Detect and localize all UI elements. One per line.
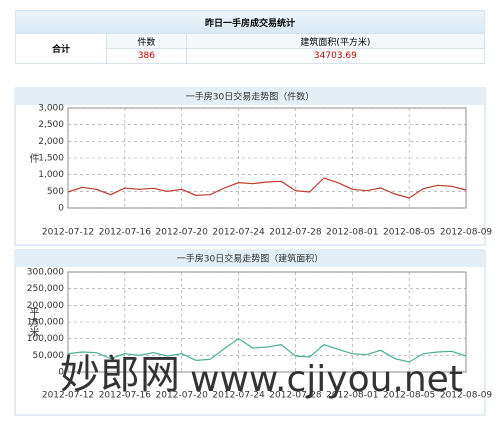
x-tick-label: 2012-07-28 <box>269 391 322 401</box>
series-line <box>67 177 467 199</box>
charts: 一手房30日交易走势图（件数） 件 0 500 1,000 1,500 2,000 2,500… <box>14 87 493 416</box>
x-tick-label: 2012-07-20 <box>156 391 209 401</box>
x-tick-label: 2012-08-01 <box>326 228 378 238</box>
watermark: www.cjiyou.net <box>190 359 463 400</box>
series-line <box>67 337 467 363</box>
y-tick-label: 100,000 <box>27 334 64 344</box>
y-tick-label: 200,000 <box>27 301 64 311</box>
chart-title: 一手房30日交易走势图（建筑面积） <box>177 253 323 265</box>
y-tick-label: 50,000 <box>33 351 65 361</box>
y-tick-label: 500 <box>47 187 64 197</box>
x-tick-label: 2012-07-16 <box>99 228 152 238</box>
y-tick-label: 2,000 <box>38 137 64 147</box>
y-tick-label: 3,000 <box>38 104 64 114</box>
x-tick-label: 2012-07-28 <box>269 228 322 238</box>
total-label: 合计 <box>15 33 107 64</box>
panel <box>14 87 486 246</box>
y-tick-label: 150,000 <box>27 318 64 328</box>
x-tick-label: 2012-07-24 <box>212 391 265 401</box>
y-tick-label: 1,000 <box>38 170 64 180</box>
x-tick-label: 2012-07-16 <box>99 391 152 401</box>
x-tick-label: 2012-08-01 <box>326 391 378 401</box>
summary-table: 昨日一手房成交易统计 合计 件数 建筑面积(平方米) 386 34703.69 <box>15 10 486 64</box>
table-value: 386 <box>106 48 187 64</box>
table-title: 昨日一手房成交易统计 <box>15 10 485 34</box>
x-tick-label: 2012-08-09 <box>440 391 493 401</box>
y-axis-label: 件 <box>27 153 39 164</box>
watermark: 妙郎网 <box>60 352 180 398</box>
x-tick-label: 2012-08-09 <box>440 228 493 238</box>
y-tick-label: 1,500 <box>38 154 64 164</box>
table-value: 34703.69 <box>185 48 486 64</box>
table-header: 件数 <box>106 33 187 49</box>
y-tick-label: 2,500 <box>38 120 64 130</box>
x-tick-label: 2012-08-05 <box>383 228 435 238</box>
y-axis-label: 平方米 <box>27 307 39 338</box>
table-header: 建筑面积(平方米) <box>185 33 486 49</box>
panel-header <box>15 250 485 267</box>
y-tick-label: 300,000 <box>27 268 64 278</box>
x-tick-label: 2012-07-12 <box>42 228 94 238</box>
panel-header <box>15 88 485 105</box>
x-tick-label: 2012-07-24 <box>212 228 265 238</box>
chart-title: 一手房30日交易走势图（件数） <box>186 91 314 103</box>
x-tick-label: 2012-07-12 <box>42 391 94 401</box>
y-tick-label: 0 <box>58 368 64 378</box>
x-tick-label: 2012-07-20 <box>156 228 209 238</box>
y-tick-label: 250,000 <box>27 284 64 294</box>
x-tick-label: 2012-08-05 <box>383 391 435 401</box>
y-tick-label: 0 <box>58 204 64 214</box>
panel <box>14 249 486 416</box>
